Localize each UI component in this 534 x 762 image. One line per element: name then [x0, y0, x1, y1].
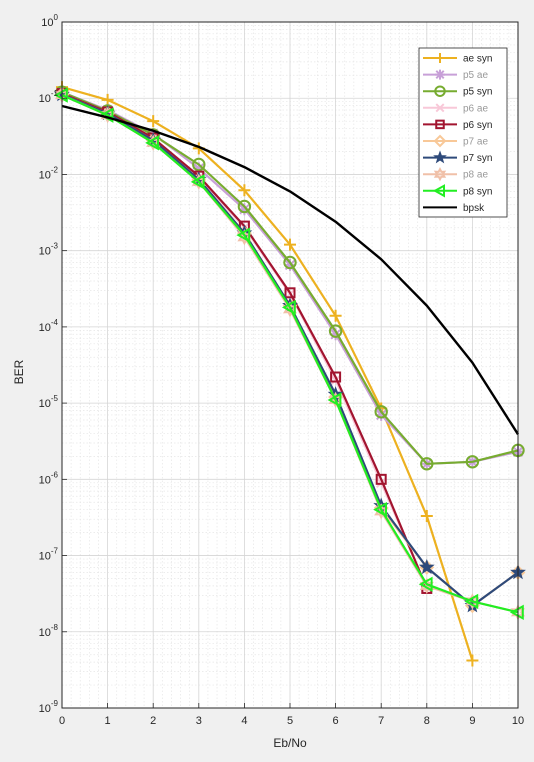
data-point-marker: [328, 324, 343, 338]
legend-label: p6 syn: [463, 120, 492, 131]
y-tick-label: 10-3: [39, 242, 59, 258]
series-line: [61, 104, 520, 435]
x-tick-label: 2: [150, 715, 156, 727]
legend-label: p8 syn: [463, 186, 492, 197]
data-point-marker: [329, 309, 342, 322]
legend-label: bpsk: [463, 203, 485, 214]
data-point-marker: [375, 408, 388, 421]
data-point-marker: [374, 405, 388, 419]
legend-label: p7 syn: [463, 153, 492, 164]
legend-label: p5 syn: [463, 87, 492, 98]
data-point-marker: [192, 162, 205, 175]
x-tick-label: 5: [287, 715, 293, 727]
data-point-marker: [281, 299, 296, 316]
data-point-marker: [283, 255, 297, 270]
x-tick-label: 6: [333, 715, 339, 727]
x-tick-labels: 0 1 2 3 4 5 6 7 8 9 10: [59, 703, 524, 727]
y-tick-label: 10-7: [39, 547, 59, 563]
data-point-marker: [237, 199, 252, 214]
legend-item: p8 ae: [423, 167, 488, 182]
legend-item: ae syn: [423, 53, 492, 65]
legend: ae syn p5 ae p5 syn p6 ae p6 syn p7 ae p7 syn p…: [418, 47, 508, 218]
data-point-marker: [435, 69, 445, 80]
data-point-marker: [327, 392, 342, 408]
data-point-marker: [465, 455, 480, 469]
x-axis-label: Eb/No: [273, 736, 307, 750]
y-tick-label: 10-6: [39, 470, 59, 486]
data-point-marker: [434, 85, 446, 97]
series-bpsk: [61, 104, 520, 435]
legend-item: p7 syn: [423, 150, 492, 164]
legend-item: p6 syn: [423, 119, 492, 131]
series-line: [61, 86, 474, 661]
series-layer: [53, 81, 526, 667]
y-tick-label: 10-8: [39, 623, 59, 639]
legend-item: p5 ae: [423, 69, 488, 81]
data-point-marker: [284, 258, 296, 271]
x-tick-label: 4: [241, 715, 247, 727]
data-point-marker: [236, 227, 251, 243]
y-tick-labels: 100 10-1 10-2 10-3 10-4 10-5 10-6 10-7 10-8 10-9: [39, 13, 67, 715]
legend-box: [418, 47, 508, 218]
data-point-marker: [190, 174, 205, 190]
data-point-marker: [147, 115, 160, 128]
x-tick-label: 0: [59, 715, 65, 727]
data-point-marker: [464, 593, 479, 610]
data-point-marker: [433, 167, 447, 182]
data-point-marker: [330, 371, 342, 383]
legend-label: p8 ae: [463, 170, 488, 181]
data-point-marker: [435, 119, 445, 130]
x-tick-label: 7: [378, 715, 384, 727]
series-line: [61, 94, 519, 614]
data-point-marker: [238, 203, 251, 216]
legend-item: p7 ae: [423, 134, 488, 148]
y-tick-label: 10-4: [39, 318, 59, 334]
y-tick-label: 10-5: [39, 394, 59, 410]
x-tick-label: 10: [512, 715, 524, 727]
legend-item: p8 syn: [423, 184, 492, 198]
data-point-marker: [435, 103, 445, 113]
data-point-marker: [435, 53, 445, 63]
data-point-marker: [418, 559, 435, 575]
data-point-marker: [418, 576, 433, 592]
data-point-marker: [145, 135, 159, 151]
data-point-marker: [433, 134, 447, 148]
legend-label: ae syn: [463, 54, 492, 65]
data-point-marker: [373, 501, 387, 518]
data-point-marker: [420, 457, 434, 471]
data-point-marker: [284, 238, 296, 251]
y-tick-label: 10-9: [39, 699, 59, 715]
data-point-marker: [192, 157, 206, 172]
legend-label: p5 ae: [463, 70, 488, 81]
data-point-marker: [509, 604, 524, 621]
series-p8-syn: [53, 87, 524, 621]
x-tick-label: 8: [424, 715, 430, 727]
data-point-marker: [375, 473, 387, 485]
legend-label: p6 ae: [463, 103, 488, 114]
data-point-marker: [433, 150, 447, 164]
legend-item: bpsk: [423, 203, 485, 214]
y-axis-label: BER: [12, 359, 26, 384]
data-point-marker: [466, 654, 479, 667]
x-tick-label: 1: [105, 715, 111, 727]
legend-label: p7 ae: [463, 137, 488, 148]
data-point-marker: [329, 328, 342, 341]
x-tick-label: 9: [469, 715, 475, 727]
legend-item: p5 syn: [423, 85, 492, 98]
legend-item: p6 ae: [423, 103, 488, 114]
data-point-marker: [420, 510, 433, 523]
y-tick-label: 10-1: [39, 89, 59, 105]
y-tick-label: 10-2: [39, 165, 59, 181]
y-tick-label: 100: [41, 13, 58, 29]
data-point-marker: [53, 87, 68, 103]
data-point-marker: [432, 184, 445, 198]
x-tick-label: 3: [196, 715, 202, 727]
data-point-marker: [101, 93, 114, 106]
data-point-marker: [238, 184, 251, 197]
